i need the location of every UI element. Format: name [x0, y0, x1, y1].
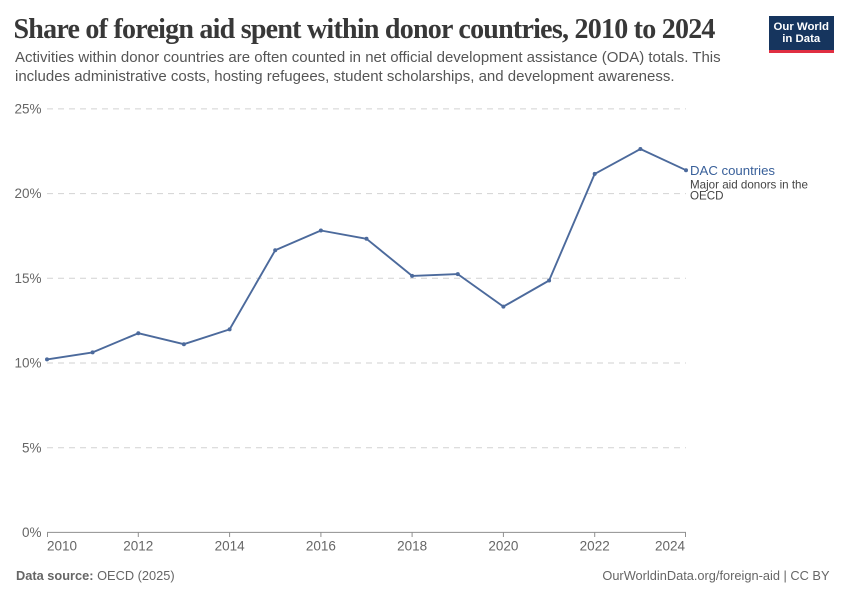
- svg-text:10%: 10%: [14, 356, 41, 371]
- svg-text:15%: 15%: [14, 271, 41, 286]
- svg-text:25%: 25%: [14, 102, 41, 117]
- svg-text:2016: 2016: [306, 539, 336, 554]
- svg-text:2024: 2024: [655, 539, 686, 554]
- svg-text:2022: 2022: [580, 539, 610, 554]
- svg-text:5%: 5%: [22, 440, 42, 455]
- svg-text:Major aid donors in the: Major aid donors in the: [690, 179, 808, 192]
- svg-text:2020: 2020: [488, 539, 518, 554]
- svg-text:2014: 2014: [215, 539, 246, 554]
- svg-text:2010: 2010: [47, 539, 77, 554]
- svg-text:OECD: OECD: [690, 189, 724, 202]
- svg-text:20%: 20%: [14, 186, 41, 201]
- svg-text:2012: 2012: [123, 539, 153, 554]
- svg-text:DAC countries: DAC countries: [690, 163, 775, 178]
- svg-text:2018: 2018: [397, 539, 427, 554]
- svg-text:0%: 0%: [22, 525, 42, 540]
